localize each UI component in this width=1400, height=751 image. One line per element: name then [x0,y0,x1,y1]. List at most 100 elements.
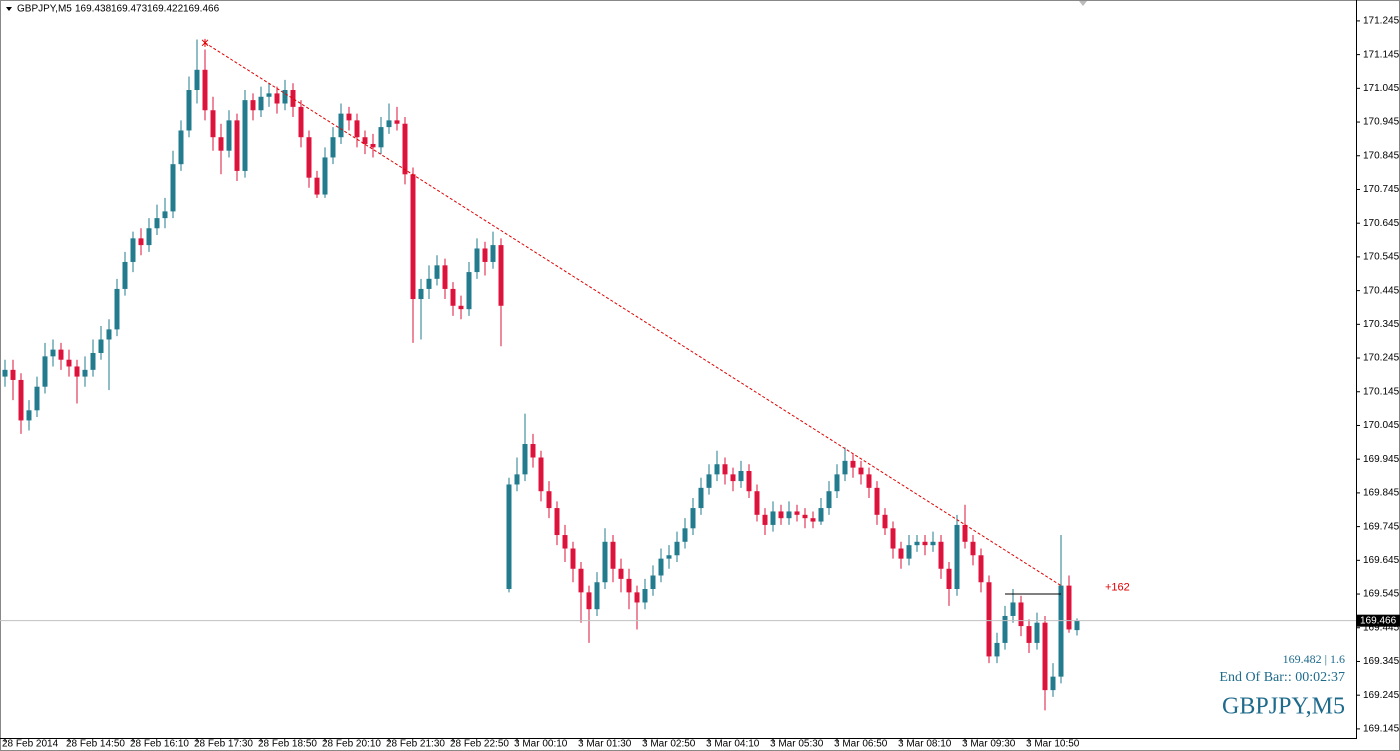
candle-body [90,352,96,370]
candle-body [802,514,808,519]
candle-body [18,379,24,421]
candle-body [130,238,136,262]
symbol-watermark: GBPJPY,M5 [1222,694,1345,720]
candle-body [714,464,720,475]
candle-body [722,464,728,475]
trend-anchor [201,38,209,47]
candle-body [874,487,880,515]
candle-body [74,366,80,377]
x-tick-label: 28 Feb 16:10 [130,739,189,750]
candle-body [274,93,280,104]
candle-body [466,272,472,310]
candle-body [738,470,744,482]
candle-body [242,100,248,171]
candle-body [210,110,216,138]
y-tick-label: 169.445 [1363,622,1400,633]
candle-body [946,568,952,589]
candle-body [898,548,904,559]
candle-body [1018,602,1024,627]
candle-body [346,113,352,121]
scroll-marker [1079,1,1087,6]
candle-body [970,541,976,556]
candle-body [938,541,944,569]
candle-body [914,541,920,546]
candle-body [762,514,768,525]
candle-body [450,288,456,306]
candle-body [34,386,40,411]
candle-body [1058,585,1064,677]
candle-body [402,123,408,175]
candle-body [906,545,912,559]
candle-body [410,174,416,300]
candle-body [890,528,896,549]
header-open: 169.438 [75,4,112,15]
candle-body [458,305,464,310]
candle-body [194,69,200,91]
y-tick-label: 170.245 [1363,353,1400,364]
y-tick-label: 170.545 [1363,252,1400,263]
y-tick-label: 169.245 [1363,690,1400,701]
candle-body [362,137,368,144]
candle-body [482,248,488,262]
candle-body [954,524,960,589]
candle-body [474,248,480,273]
candle-body [1010,602,1016,616]
candle-body [442,265,448,289]
y-tick-label: 170.445 [1363,285,1400,296]
candle-body [706,474,712,488]
candle-body [554,508,560,536]
candle-body [10,369,16,380]
candle-body [562,535,568,549]
candle-body [850,460,856,468]
candle-body [202,69,208,111]
candle-body [746,470,752,492]
y-tick-label: 171.245 [1363,16,1400,27]
candle-body [26,410,32,421]
bar-timer: End Of Bar:: 00:02:37 [1219,670,1345,685]
x-tick-label: 28 Feb 21:30 [386,739,445,750]
x-tick-label: 3 Mar 09:30 [962,739,1016,750]
candle-body [234,120,240,171]
x-tick-label: 28 Feb 22:50 [450,739,509,750]
candle-body [770,511,776,525]
candle-body [378,127,384,148]
candle-body [842,460,848,475]
candle-body [642,588,648,603]
candle-body [354,120,360,138]
candle-body [98,339,104,353]
y-tick-label: 170.945 [1363,117,1400,128]
candle-body [434,265,440,279]
x-tick-label: 3 Mar 10:50 [1026,739,1080,750]
candle-body [282,90,288,104]
candle-body [922,541,928,546]
candle-body [266,93,272,97]
candle-body [258,96,264,111]
candle-body [146,228,152,246]
candle-body [634,592,640,603]
candle-body [650,575,656,589]
candle-body [338,113,344,138]
candle-body [50,349,56,357]
x-tick-label: 28 Feb 2014 [2,739,59,750]
candle-body [570,548,576,569]
candle-body [1026,626,1032,643]
x-tick-label: 3 Mar 05:30 [770,739,824,750]
candle-body [594,582,600,610]
y-tick-label: 169.545 [1363,589,1400,600]
x-tick-label: 3 Mar 04:10 [706,739,760,750]
candle-body [82,369,88,377]
x-tick-label: 28 Feb 17:30 [194,739,253,750]
header-low: 169.422 [147,4,184,15]
y-tick-label: 170.345 [1363,319,1400,330]
candle-body [1074,620,1080,631]
candle-body [826,491,832,509]
candle-body [154,218,160,229]
candle-body [586,592,592,610]
menu-arrow[interactable] [6,7,12,11]
candle-body [818,508,824,522]
candle-body [322,157,328,195]
candle-body [58,349,64,360]
y-tick-label: 170.045 [1363,420,1400,431]
candle-body [538,457,544,492]
